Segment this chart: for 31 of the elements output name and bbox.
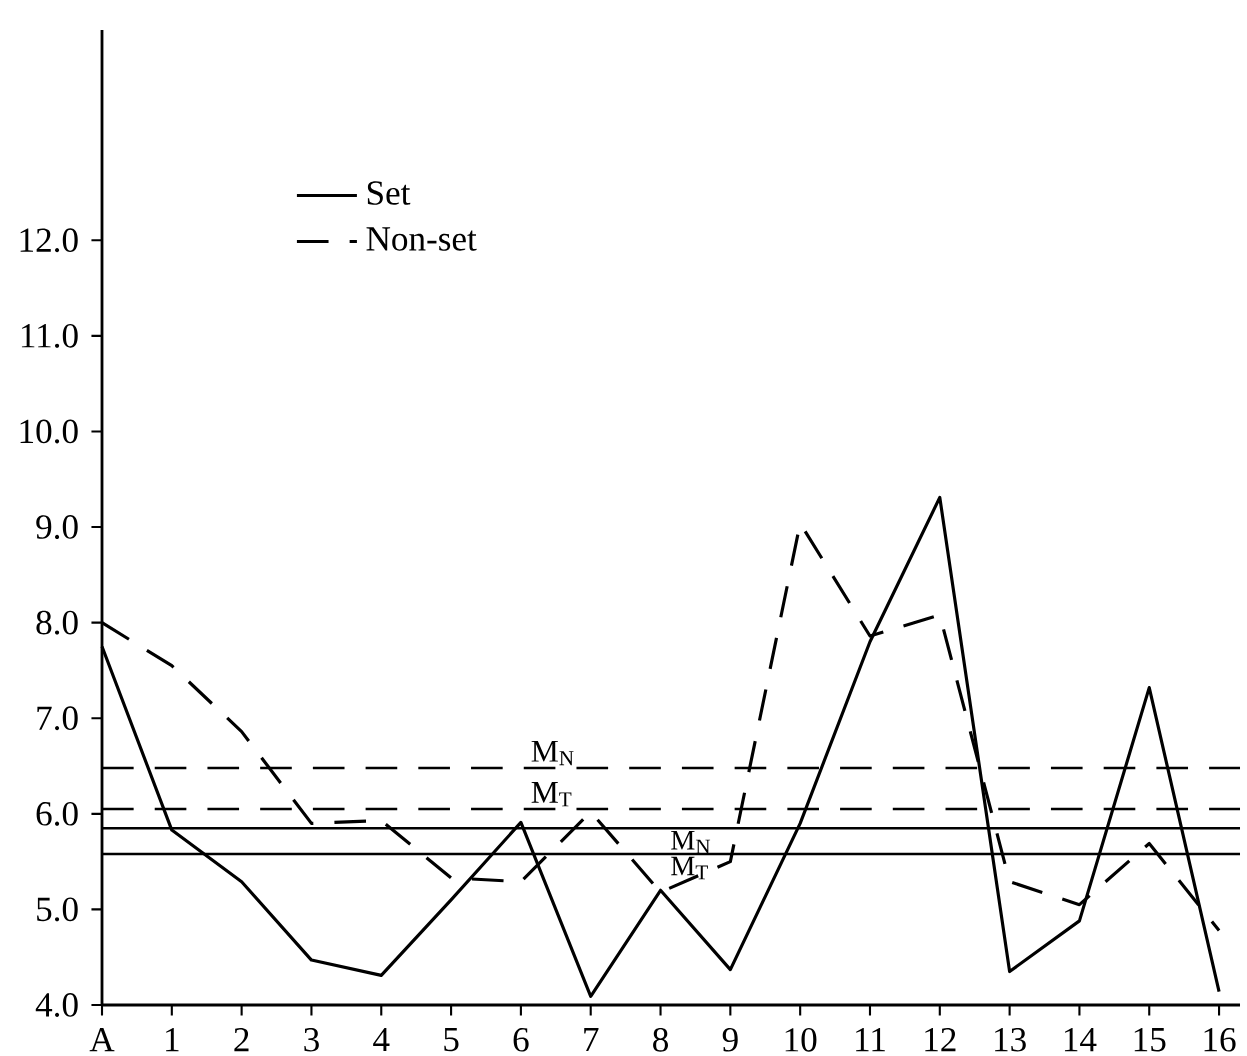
y-tick-label: 4.0 <box>35 993 78 1017</box>
x-tick-label: 3 <box>304 1027 319 1052</box>
x-tick-label: 11 <box>856 1027 885 1052</box>
x-tick-label: 7 <box>584 1027 599 1051</box>
x-tick-label: 9 <box>722 1027 738 1052</box>
x-tick-label: 2 <box>234 1027 249 1052</box>
y-tick-label: 12.0 <box>20 228 78 253</box>
y-tick-label: 9.0 <box>36 515 78 539</box>
ref-line-label: M$_{T}$ <box>531 781 572 807</box>
y-tick-label: 5.0 <box>37 897 78 922</box>
x-tick-label: 4 <box>373 1027 390 1052</box>
x-tick-label: 10 <box>785 1027 817 1052</box>
x-tick-label: 6 <box>513 1027 529 1052</box>
ref-line-label: M$_{N}$ <box>531 740 574 766</box>
legend-label: Set <box>367 181 411 205</box>
y-tick-label: 11.0 <box>21 323 78 348</box>
y-tick-label: 7.0 <box>37 706 78 731</box>
x-tick-label: A <box>89 1027 115 1052</box>
x-tick-label: 13 <box>995 1027 1026 1052</box>
x-tick-label: 1 <box>166 1027 179 1052</box>
y-tick-label: 8.0 <box>36 610 78 635</box>
legend-label: Non-set <box>366 227 477 251</box>
x-tick-label: 14 <box>1064 1027 1097 1052</box>
y-tick-label: 6.0 <box>36 801 78 826</box>
x-tick-label: 5 <box>444 1027 459 1052</box>
x-tick-label: 12 <box>925 1027 956 1052</box>
ref-line-label: M$_{T}$ <box>671 856 708 880</box>
y-tick-label: 10.0 <box>20 419 78 444</box>
x-tick-label: 15 <box>1134 1027 1166 1052</box>
x-tick-label: 8 <box>653 1027 669 1052</box>
x-tick-label: 16 <box>1204 1027 1236 1052</box>
